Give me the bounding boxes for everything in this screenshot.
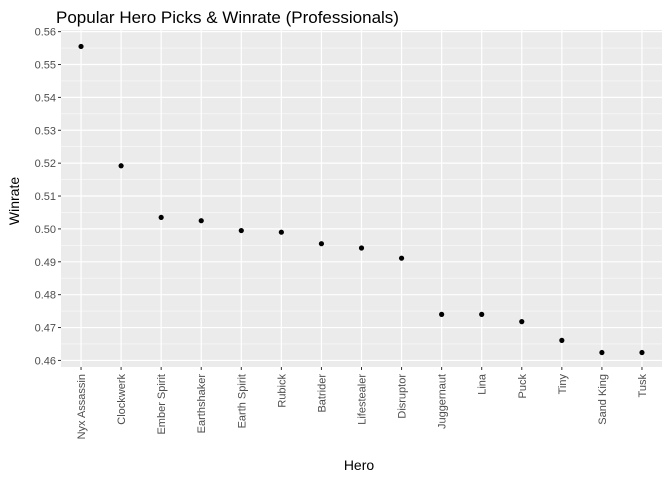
x-tick-label: Lina [477,373,489,395]
y-axis: 0.46 0.47 0.48 0.49 0.50 0.51 0.52 0.53 0.54 0.55… [35,27,61,367]
data-point [278,229,284,235]
x-tick-label: Nyx Assassin [76,374,88,439]
major-gridlines [61,30,662,367]
data-point [198,218,204,224]
data-point [639,349,645,356]
y-tick-label: 0.54 [35,92,56,104]
x-tick-label: Rubick [276,374,288,408]
y-tick-label: 0.49 [35,257,56,269]
x-axis: Nyx Assassin Clockwerk Ember Spirit Earthsh… [76,367,649,439]
x-tick-label: Batrider [316,374,328,413]
data-point [519,319,525,325]
x-tick-label: Earth Spirit [236,374,248,428]
y-tick-label: 0.56 [35,27,56,39]
x-tick-label: Earthshaker [196,374,208,434]
x-tick-label: Puck [517,374,529,399]
x-tick-label: Juggernaut [437,374,449,429]
y-tick-label: 0.53 [35,125,56,137]
y-axis-title: Winrate [6,177,22,225]
x-tick-label: Ember Spirit [156,374,168,435]
data-point [78,43,84,50]
x-tick-label: Disruptor [397,374,409,419]
y-tick-label: 0.51 [35,191,56,203]
data-point [238,227,244,234]
data-points [78,43,645,356]
x-tick-label: Tiny [557,374,569,395]
y-tick-label: 0.46 [35,355,56,367]
x-tick-label: Tusk [637,374,649,398]
data-point [158,214,164,221]
chart-title: Popular Hero Picks & Winrate (Profession… [56,8,399,27]
data-point [358,245,365,251]
y-tick-label: 0.47 [35,323,56,335]
data-point [118,163,124,169]
data-point [439,311,445,317]
x-tick-label: Sand King [597,374,609,425]
y-tick-label: 0.55 [35,60,56,72]
data-point [318,241,325,247]
x-tick-label: Lifestealer [357,374,369,425]
y-tick-label: 0.52 [35,158,56,170]
x-tick-label: Clockwerk [116,374,128,425]
data-point [398,255,405,261]
data-point [559,337,565,343]
y-tick-label: 0.50 [35,224,56,236]
x-axis-title: Hero [344,457,375,473]
y-tick-label: 0.48 [35,290,56,302]
data-point [479,311,485,317]
data-point [599,349,605,356]
